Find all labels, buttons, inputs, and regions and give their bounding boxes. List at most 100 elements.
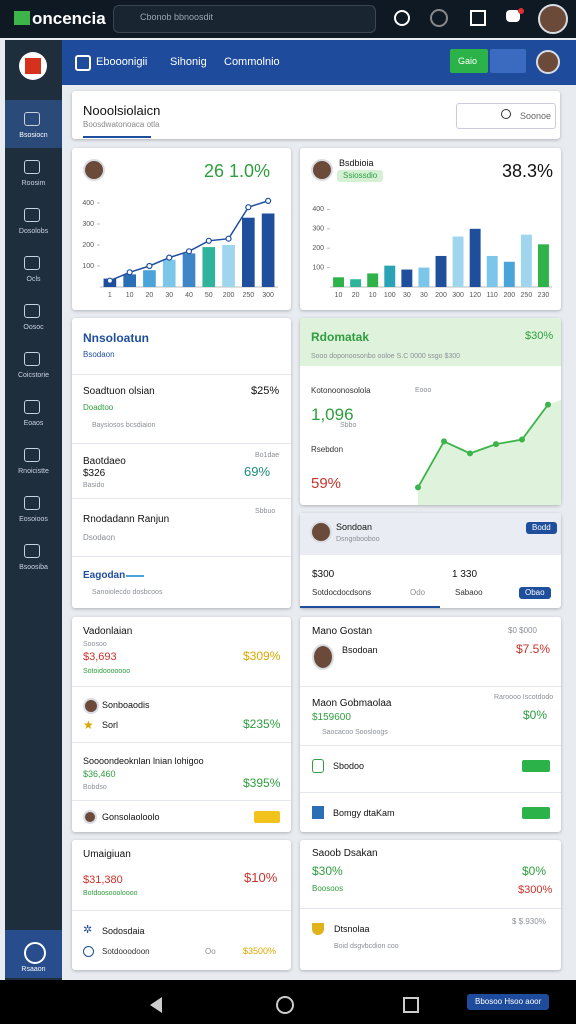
card-title: Vadonlaian [83, 626, 133, 637]
panel-search-label: Soonoe [520, 111, 552, 121]
sidebar-icon [24, 256, 40, 270]
sidebar-label[interactable]: Rnoicistte [18, 468, 49, 475]
chart-card: Bsdbioia Ssiossdio 38.3% [300, 148, 561, 310]
sidebar-label[interactable]: Coicstorie [17, 372, 50, 379]
row: Sotdooodoon [102, 947, 150, 956]
foot: Sabaoo [455, 588, 483, 597]
long-value: $395% [243, 776, 281, 790]
row-label: Soadtuon olsian [83, 386, 155, 397]
nav-bar: Ebooonigii Sihonig Commolnio Gaio [62, 40, 576, 85]
panel-search[interactable] [456, 103, 556, 129]
sidebar-label[interactable]: Dosolobs [18, 228, 49, 235]
sidebar-label[interactable]: Oosoc [23, 324, 44, 331]
value2: $0% [523, 708, 548, 722]
notification-dot [518, 8, 524, 14]
row: Sodosdaia [102, 926, 145, 936]
bottom-icon [24, 942, 46, 964]
row-value: 69% [244, 464, 271, 479]
percent: 59% [311, 475, 342, 492]
amount: $159600 [312, 712, 351, 723]
sidebar-icon [24, 352, 40, 366]
avatar [312, 644, 334, 670]
list-card: Saoob Dsakan $30% Boosoos $0% $300% Dtsn… [300, 840, 561, 970]
row-amount: $326 [83, 468, 106, 479]
row-note: Baysiosos bcsdiaion [92, 422, 156, 429]
card-title: Bsdbioia [339, 158, 374, 168]
row-value: Sbbuo [255, 508, 276, 515]
help-icon[interactable] [430, 9, 448, 27]
sidebar-label[interactable]: Bsoosiba [19, 564, 48, 571]
sidebar-label[interactable]: Ocls [26, 276, 41, 283]
bottom-pill[interactable]: Bbosoo Hsoo aoor [467, 994, 550, 1010]
panel-header: Nooolsiolaicn Boosdwatonoaca otla Soonoe [72, 91, 560, 139]
button[interactable]: Obao [519, 587, 551, 599]
row-pill[interactable] [522, 807, 550, 819]
row: Dtsnolaa [334, 924, 370, 934]
metric: 1,096 [311, 405, 354, 424]
button[interactable]: Rbdo ddo [510, 480, 557, 492]
divider [300, 686, 561, 687]
home-button[interactable] [276, 996, 294, 1014]
foot: Sotdocdocdsons [312, 588, 372, 597]
panel-subtitle: Boosdwatonoaca otla [83, 120, 160, 129]
sidebar-label[interactable]: Bsosiocn [19, 132, 48, 139]
value4: $ $.930% [512, 917, 546, 926]
star-icon: ★ [83, 718, 94, 732]
nav-dropdown[interactable] [490, 49, 526, 73]
row-sub: Basido [83, 482, 105, 489]
card-avatar [310, 521, 332, 543]
sidebar-label[interactable]: Eosoioos [19, 516, 48, 523]
nav-item[interactable]: Commolnio [224, 56, 280, 68]
sidebar-icon [24, 400, 40, 414]
card-title: Saoob Dsakan [312, 848, 378, 859]
tag: Ssiossdio [337, 170, 384, 182]
avatar[interactable] [538, 4, 568, 34]
row-label: Baotdaeo [83, 456, 126, 467]
amount: 1 330 [452, 569, 478, 580]
divider [300, 745, 561, 746]
row: Bomgy dtaKam [333, 808, 395, 818]
meta2: Raroooo Iscotdodo [494, 694, 554, 701]
search-box[interactable] [113, 5, 376, 33]
divider [72, 374, 291, 375]
label: Rsebdon [311, 445, 344, 454]
divider [72, 742, 291, 743]
foot-pill[interactable] [254, 811, 280, 823]
app-logo-mark [25, 58, 41, 74]
value2: $0% [522, 864, 547, 878]
long-sub: Bobdso [83, 784, 107, 791]
home-icon[interactable] [470, 10, 486, 26]
sidebar-label[interactable]: Roosim [21, 180, 46, 187]
search-placeholder: Cbonob bbnoosdit [140, 12, 214, 22]
headline: 38.3% [502, 161, 554, 181]
nav-brand[interactable]: Ebooonigii [96, 56, 148, 68]
divider [72, 498, 291, 499]
divider [72, 910, 291, 911]
back-button[interactable] [150, 997, 162, 1013]
sidebar-label[interactable]: Eoaos [23, 420, 44, 427]
card-avatar [83, 159, 105, 181]
profile-card: Sondoan Dsngobooboo Bodd $300 1 330 Sotd… [300, 513, 561, 608]
card-title: Rdomatak [311, 330, 370, 344]
card-title: Mano Gostan [312, 626, 373, 637]
top-bar: oncencia Cbonob bbnoosdit [0, 0, 576, 38]
metric-sub: Sbbo [340, 422, 357, 429]
row-sub: Dsodaon [83, 533, 116, 542]
notification-icon[interactable] [506, 10, 520, 22]
row: Sbodoo [333, 761, 365, 771]
name: Sondoan [336, 522, 373, 532]
system-nav: Bbosoo Hsoo aoor [0, 980, 576, 1024]
clock-icon[interactable] [394, 10, 410, 26]
brand-icon [14, 11, 30, 25]
row-sub: Doadtoo [83, 403, 114, 412]
value: $30% [312, 864, 343, 878]
card-header [300, 318, 561, 366]
row-pill[interactable] [522, 760, 550, 772]
sub: Boosoos [312, 884, 344, 893]
active-item[interactable] [5, 100, 62, 148]
recent-button[interactable] [403, 997, 419, 1013]
nav-button[interactable] [450, 49, 488, 73]
nav-item[interactable]: Sihonig [170, 56, 207, 68]
nav-avatar[interactable] [536, 50, 560, 74]
row-label[interactable]: Eagodan [83, 570, 126, 581]
